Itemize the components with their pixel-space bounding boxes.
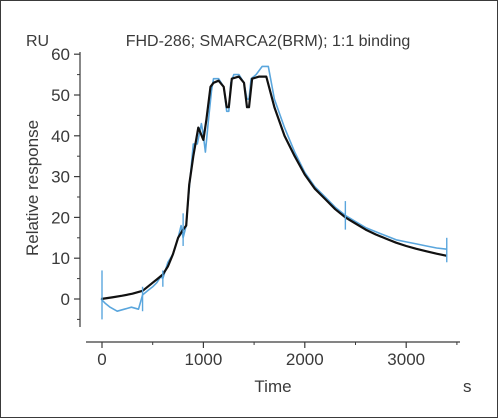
y-tick-label: 30 — [51, 168, 70, 187]
y-tick-label: 60 — [51, 45, 70, 64]
x-unit-label: s — [463, 377, 472, 396]
x-axis-label: Time — [254, 377, 291, 396]
y-tick-label: 50 — [51, 86, 70, 105]
axis-ticks: 0 10 20 30 40 50 60 0 1000 2000 3000 — [51, 45, 458, 369]
x-tick-label: 2000 — [286, 350, 324, 369]
y-axis-label: Relative response — [23, 120, 42, 256]
y-tick-label: 0 — [61, 290, 70, 309]
y-tick-label: 40 — [51, 127, 70, 146]
chart-title: FHD-286; SMARCA2(BRM); 1:1 binding — [126, 33, 411, 50]
y-tick-label: 10 — [51, 249, 70, 268]
x-tick-label: 3000 — [387, 350, 425, 369]
series-layer — [100, 65, 448, 320]
fit-series-line — [100, 75, 448, 301]
y-tick-label: 20 — [51, 208, 70, 227]
x-tick-label: 1000 — [184, 350, 222, 369]
x-tick-label: 0 — [97, 350, 106, 369]
y-unit-label: RU — [26, 33, 49, 50]
